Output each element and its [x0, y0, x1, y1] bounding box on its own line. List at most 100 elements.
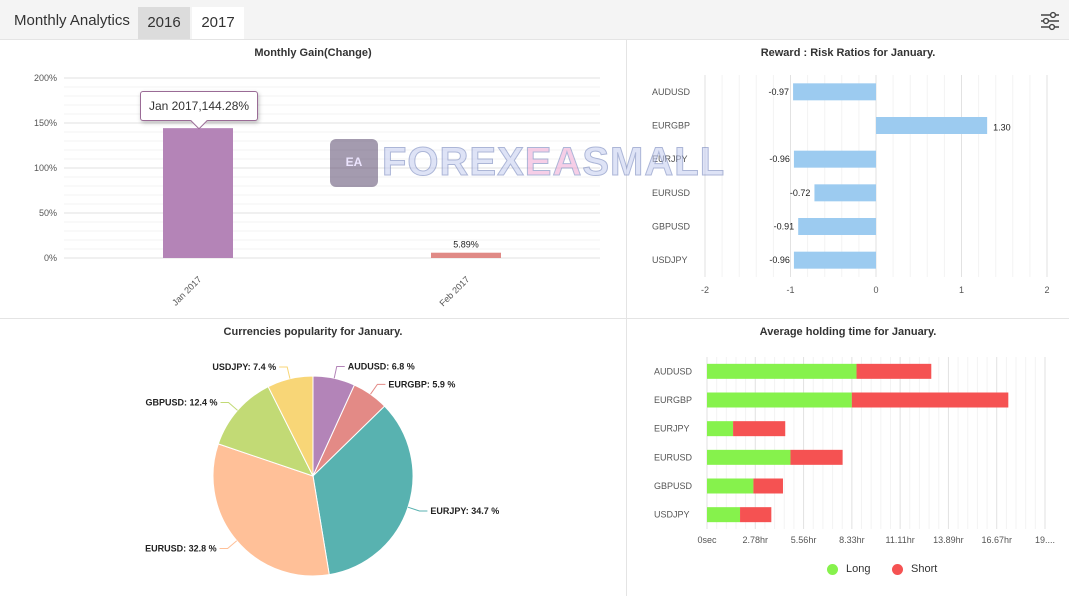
x-tick-label: 0sec — [697, 535, 717, 545]
forexeasmall-watermark: EA FOREXEASMALL — [330, 138, 730, 190]
watermark-text: FOREXEASMALL — [382, 140, 726, 185]
y-tick-label: EURGBP — [654, 395, 692, 405]
currency-popularity-title: Currencies popularity for January. — [223, 326, 403, 338]
monthly-gain-panel: Monthly Gain(Change) 0% 50% 100% 150% 200% Ja… — [0, 40, 626, 318]
bar-audusd — [793, 83, 876, 101]
bar-value-label: -0.72 — [790, 188, 811, 198]
monthly-gain-title: Monthly Gain(Change) — [254, 47, 372, 59]
legend-dot-long — [827, 564, 838, 575]
x-tick-label: Jan 2017 — [170, 274, 203, 307]
x-tick-label: 5.56hr — [791, 535, 817, 545]
pie-slice-label: USDJPY: 7.4 % — [212, 362, 276, 372]
x-tick-label: 2.78hr — [743, 535, 769, 545]
y-tick-label: AUDUSD — [652, 87, 691, 97]
y-tick-label: USDJPY — [652, 255, 688, 265]
currency-popularity-chart: AUDUSD: 6.8 % EURGBP: 5.9 % EURJPY: 34.7 %… — [145, 362, 499, 577]
bar-gbpusd-long — [707, 478, 754, 494]
tab-2016[interactable]: 2016 — [138, 7, 190, 39]
currency-popularity-panel: Currencies popularity for January. AUDUS… — [0, 319, 626, 596]
x-tick-label: 11.11hr — [886, 535, 915, 545]
x-tick-label: Feb 2017 — [437, 274, 471, 308]
y-tick-label: AUDUSD — [654, 366, 693, 376]
x-tick-label: 2 — [1044, 285, 1049, 295]
bar-eurusd-long — [707, 449, 791, 465]
bar-eurusd — [814, 184, 876, 202]
pie-slice-gbpusd — [217, 385, 314, 477]
y-tick-label: EURUSD — [654, 452, 693, 462]
page-title: Monthly Analytics — [14, 12, 130, 29]
y-tick-label: EURJPY — [652, 154, 688, 164]
x-tick-label: 8.33hr — [839, 535, 865, 545]
panel-divider-horizontal — [0, 318, 1069, 319]
bar-eurusd-short — [790, 449, 843, 465]
holding-time-title: Average holding time for January. — [759, 326, 937, 338]
bar-eurjpy-short — [733, 421, 786, 437]
y-tick-label: EURUSD — [652, 188, 691, 198]
bar-value-label: -0.97 — [769, 87, 790, 97]
bar-audusd-short — [856, 363, 932, 379]
pie-label-connector — [370, 383, 386, 395]
y-tick-label: GBPUSD — [654, 481, 693, 491]
tab-2017[interactable]: 2017 — [192, 7, 244, 39]
bar-value-label: -0.91 — [774, 222, 795, 232]
bar-eurgbp — [876, 117, 988, 134]
pie-slice-label: EURGBP: 5.9 % — [388, 379, 455, 389]
bar-gbpusd — [798, 218, 876, 235]
bar-feb-2017 — [431, 252, 501, 258]
y-tick-label: 0% — [44, 253, 57, 263]
pie-label-connector — [220, 401, 238, 411]
x-tick-label: -2 — [701, 285, 709, 295]
bar-eurgbp-short — [851, 392, 1009, 408]
x-tick-label: 13.89hr — [933, 535, 964, 545]
pie-label-connector — [333, 366, 345, 379]
y-tick-label: EURGBP — [652, 121, 690, 131]
bar-value-label: 5.89% — [453, 240, 479, 250]
bar-value-label: -0.96 — [769, 154, 790, 164]
y-tick-label: EURJPY — [654, 424, 690, 434]
x-tick-label: -1 — [786, 285, 794, 295]
reward-risk-chart: -2 -1 0 1 2 AUDUSD -0.97 EURGBP 1.30 EURJPY -0.96 E… — [652, 75, 1050, 295]
bar-eurjpy-long — [707, 421, 734, 437]
bar-usdjpy — [793, 251, 876, 269]
watermark-logo-icon: EA — [330, 139, 378, 187]
pie-label-connector — [407, 506, 428, 512]
bar-usdjpy-long — [707, 507, 741, 523]
pie-slice-label: EURUSD: 32.8 % — [145, 543, 217, 553]
x-tick-label: 0 — [873, 285, 878, 295]
y-tick-label: 200% — [34, 73, 57, 83]
bar-eurgbp-long — [707, 392, 852, 408]
bar-usdjpy-short — [740, 507, 772, 523]
bar-value-label: -0.96 — [769, 255, 790, 265]
x-tick-label: 16.67hr — [981, 535, 1012, 545]
holding-time-panel: Average holding time for January. 0sec 2.… — [627, 319, 1069, 596]
bar-jan-2017 — [163, 128, 233, 258]
filter-settings-icon[interactable] — [1039, 10, 1061, 32]
tooltip-text: Jan 2017,144.28% — [148, 99, 250, 113]
legend-dot-short — [892, 564, 903, 575]
y-tick-label: 100% — [34, 163, 57, 173]
pie-label-connector — [219, 540, 238, 549]
reward-risk-title: Reward : Risk Ratios for January. — [760, 47, 936, 59]
pie-label-connector — [279, 366, 291, 379]
y-tick-label: GBPUSD — [652, 222, 691, 232]
header-bar: Monthly Analytics 2016 2017 — [0, 0, 1069, 40]
x-tick-label: 19.... — [1035, 535, 1055, 545]
reward-risk-panel: Reward : Risk Ratios for January. -2 -1 0 1… — [627, 40, 1069, 318]
pie-slice-eurjpy — [312, 405, 414, 576]
y-tick-label: 150% — [34, 118, 57, 128]
pie-slice-eurusd — [212, 443, 330, 577]
bar-tooltip: Jan 2017,144.28% — [140, 91, 258, 130]
y-tick-label: USDJPY — [654, 510, 690, 520]
pie-slice-label: AUDUSD: 6.8 % — [348, 362, 415, 372]
pie-slice-label: GBPUSD: 12.4 % — [145, 397, 217, 407]
legend-label-long: Long — [846, 563, 871, 575]
pie-slice-usdjpy — [267, 375, 314, 477]
pie-slice-label: EURJPY: 34.7 % — [430, 506, 499, 516]
bar-audusd-long — [707, 363, 857, 379]
bar-value-label: 1.30 — [993, 123, 1011, 133]
bar-gbpusd-short — [753, 478, 783, 494]
legend-label-short: Short — [911, 563, 938, 575]
x-tick-label: 1 — [959, 285, 964, 295]
holding-time-chart: 0sec 2.78hr 5.56hr 8.33hr 11.11hr 13.89hr 16.6… — [654, 357, 1055, 545]
y-tick-label: 50% — [39, 208, 57, 218]
